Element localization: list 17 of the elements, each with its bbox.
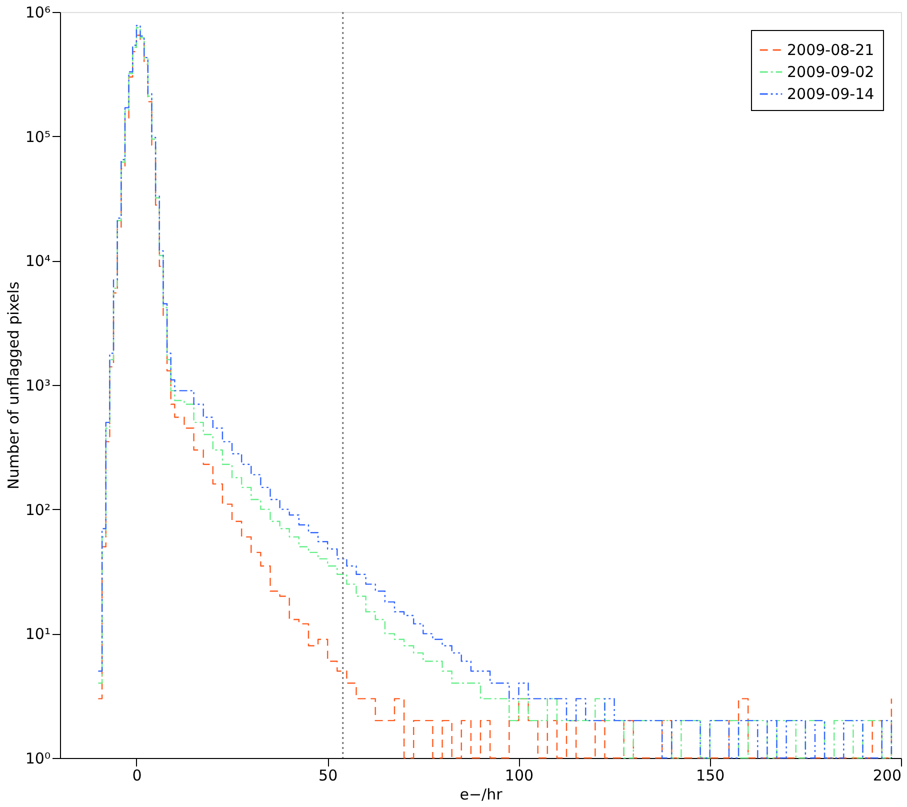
legend-label: 2009-08-21 (787, 41, 874, 59)
x-tick-label: 50 (318, 766, 338, 784)
x-tick-label: 200 (872, 766, 902, 784)
y-tick-label: 10⁰ (25, 750, 50, 768)
legend-label: 2009-09-14 (787, 85, 874, 103)
y-tick-label: 10³ (25, 376, 50, 394)
y-tick-label: 10² (25, 500, 50, 519)
y-tick-label: 10¹ (25, 625, 50, 644)
x-axis-title: e−/hr (460, 786, 504, 804)
y-axis-title: Number of unflagged pixels (4, 281, 22, 490)
y-tick-label: 10⁶ (25, 4, 50, 22)
x-tick-label: 150 (696, 766, 725, 784)
x-tick-label: 0 (132, 766, 142, 784)
y-tick-label: 10⁴ (25, 252, 50, 270)
legend-label: 2009-09-02 (787, 63, 874, 81)
y-tick-label: 10⁵ (25, 128, 50, 146)
x-tick-label: 100 (504, 766, 534, 784)
